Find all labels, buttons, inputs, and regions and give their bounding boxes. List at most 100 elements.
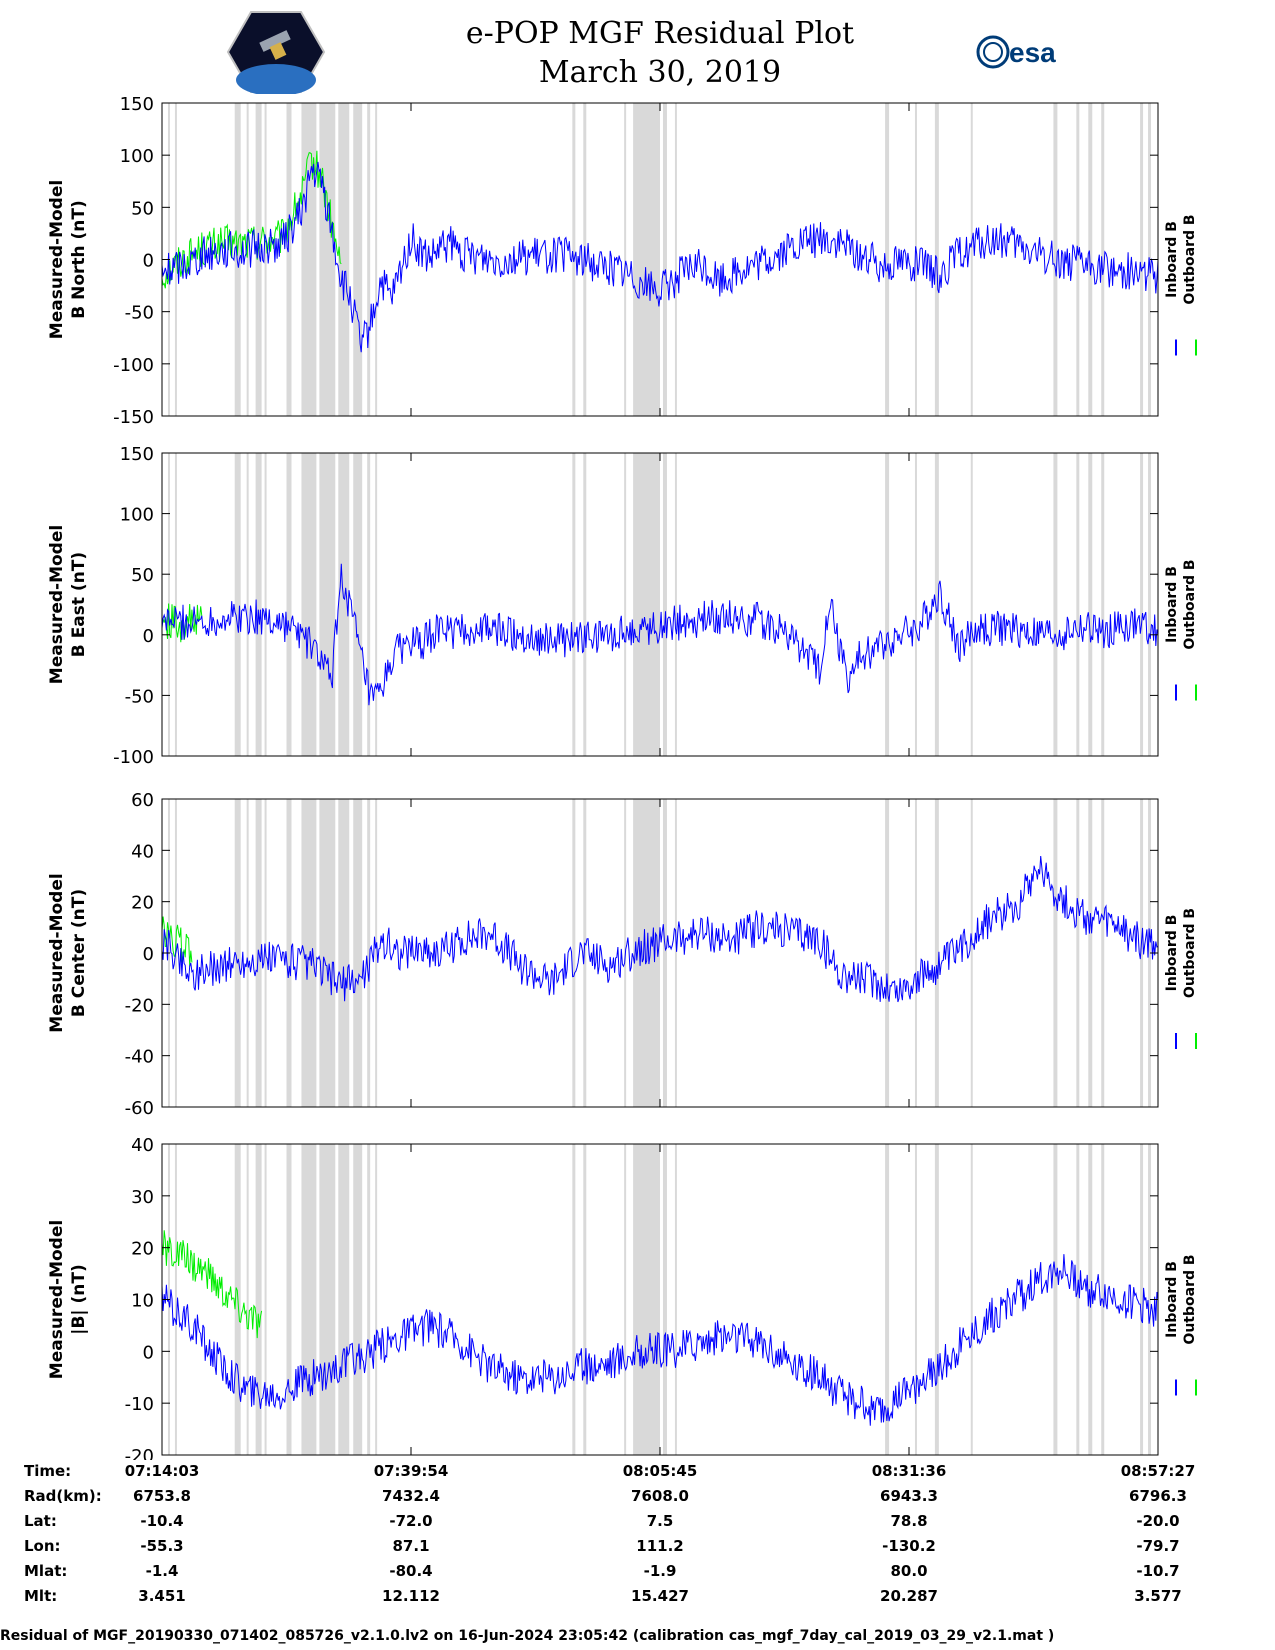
y-tick-label: -50 (125, 686, 154, 707)
y-tick-label: 100 (120, 505, 154, 526)
footer-value-time: 08:31:36 (871, 1462, 947, 1480)
data-gap-band (338, 1144, 350, 1455)
data-gap-band (286, 799, 292, 1107)
footer-value-time: 08:57:27 (1120, 1462, 1196, 1480)
y-tick-label: -50 (125, 303, 154, 324)
footer-value-mlat: -10.7 (1136, 1562, 1180, 1580)
data-gap-band (624, 453, 627, 756)
data-gap-band (885, 103, 890, 416)
data-gap-band (375, 453, 378, 756)
y-tick-label: 0 (143, 251, 154, 272)
y-tick-label: 50 (131, 198, 154, 219)
footer-value-mlt: 12.112 (382, 1587, 440, 1605)
y-tick-label: 30 (131, 1187, 154, 1208)
data-gap-band (1053, 799, 1058, 1107)
data-gap-band (662, 1144, 667, 1455)
data-gap-band (572, 453, 576, 756)
data-gap-band (264, 453, 267, 756)
y-tick-label: -20 (125, 1446, 154, 1460)
y-tick-label: 50 (131, 565, 154, 586)
footer-value-rad: 7608.0 (631, 1487, 689, 1505)
data-gap-band (246, 453, 249, 756)
legend-label-outboard: Outboard B (1182, 1254, 1198, 1344)
data-gap-band (353, 103, 363, 416)
data-gap-band (970, 103, 973, 416)
y-axis-label: Measured-Model B North (nT) (47, 180, 89, 339)
y-tick-label: -100 (113, 355, 154, 376)
data-gap-band (624, 1144, 627, 1455)
data-gap-band (1140, 1144, 1144, 1455)
y-tick-label: 60 (131, 790, 154, 811)
footer-value-mlat: -1.4 (145, 1562, 179, 1580)
data-gap-band (1076, 1144, 1080, 1455)
data-gap-band (1101, 799, 1105, 1107)
cassiope-logo (226, 11, 326, 94)
footer-row-label: Mlt: (24, 1587, 58, 1605)
y-tick-label: 20 (131, 1239, 154, 1260)
data-gap-band (633, 103, 660, 416)
data-gap-band (1076, 799, 1080, 1107)
data-gap-band (353, 799, 363, 1107)
data-gap-band (583, 453, 587, 756)
data-gap-band (1148, 1144, 1152, 1455)
footer-value-lat: -72.0 (389, 1512, 433, 1530)
y-tick-label: 40 (131, 841, 154, 862)
data-gap-band (1076, 103, 1080, 416)
footer-value-lon: 111.2 (636, 1537, 684, 1555)
data-gap-band (674, 1144, 677, 1455)
data-gap-band (970, 453, 973, 756)
data-gap-band (375, 1144, 378, 1455)
data-gap-band (674, 799, 677, 1107)
data-gap-band (583, 1144, 587, 1455)
data-gap-band (1140, 453, 1144, 756)
footer-value-mlt: 20.287 (880, 1587, 938, 1605)
data-gap-band (1053, 103, 1058, 416)
legend: Inboard B Outboard B (1164, 908, 1198, 998)
footer-value-mlat: -1.9 (643, 1562, 677, 1580)
legend-label-inboard: Inboard B (1164, 221, 1180, 298)
data-gap-band (301, 103, 317, 416)
y-tick-label: -20 (125, 995, 154, 1016)
legend-label-outboard: Outboard B (1182, 214, 1198, 304)
data-gap-band (662, 103, 667, 416)
y-tick-label: 100 (120, 146, 154, 167)
data-gap-band (1088, 799, 1093, 1107)
data-gap-band (674, 453, 677, 756)
data-gap-band (914, 1144, 917, 1455)
data-gap-band (286, 453, 292, 756)
data-gap-band (934, 453, 939, 756)
y-tick-label: 150 (120, 444, 154, 465)
data-gap-band (885, 799, 890, 1107)
data-gap-band (367, 103, 371, 416)
footer-value-mlt: 3.577 (1134, 1587, 1182, 1605)
esa-logo-text: esa (1009, 37, 1056, 68)
data-gap-band (1053, 1144, 1058, 1455)
y-axis-label: Measured-Model |B| (nT) (47, 1220, 89, 1379)
inboard-series-line (161, 563, 1159, 706)
data-gap-band (1053, 453, 1058, 756)
data-gap-band (338, 103, 350, 416)
data-gap-band (319, 103, 336, 416)
data-gap-band (174, 453, 177, 756)
data-gap-band (319, 1144, 336, 1455)
data-gap-band (367, 1144, 371, 1455)
esa-logo: esa (976, 35, 1056, 69)
footer-value-mlt: 15.427 (631, 1587, 689, 1605)
data-gap-band (1076, 453, 1080, 756)
footer-value-time: 08:05:45 (622, 1462, 698, 1480)
legend-label-outboard: Outboard B (1182, 559, 1198, 649)
data-gap-band (264, 103, 267, 416)
orbit-info-table: Time: Rad(km): Lat: Lon: Mlat: Mlt: 07:14:03 67… (0, 1462, 1275, 1622)
data-gap-band (914, 453, 917, 756)
legend-label-inboard: Inboard B (1164, 915, 1180, 992)
data-gap-band (914, 103, 917, 416)
data-gap-band (583, 799, 587, 1107)
footer-value-mlat: 80.0 (890, 1562, 928, 1580)
y-axis-label-line2: |B| (nT) (69, 1264, 89, 1335)
data-gap-band (1101, 453, 1105, 756)
footer-value-mlat: -80.4 (389, 1562, 433, 1580)
footer-row-label: Rad(km): (24, 1487, 102, 1505)
legend-label-inboard: Inboard B (1164, 1261, 1180, 1338)
data-gap-band (375, 799, 378, 1107)
